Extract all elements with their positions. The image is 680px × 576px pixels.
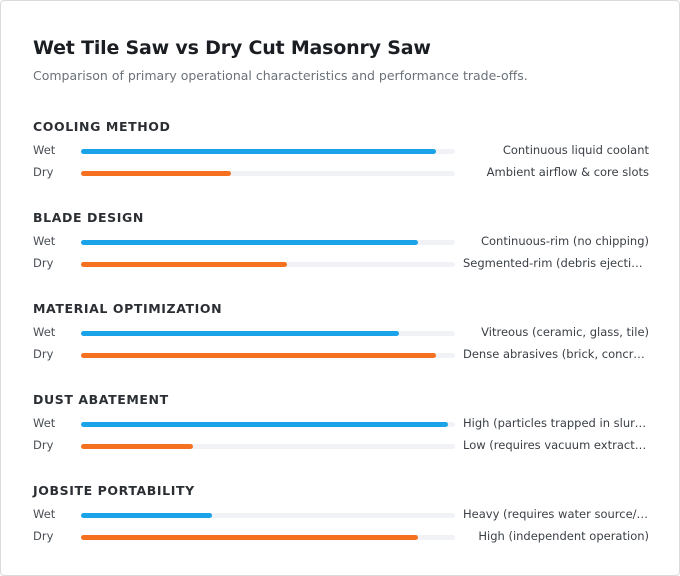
bar-fill-dry [81, 535, 418, 540]
series-label-dry: Dry [33, 165, 54, 179]
bar-row-dry: Dry High (independent operation) [33, 528, 649, 546]
bar-row-wet: Wet Vitreous (ceramic, glass, tile) [33, 324, 649, 342]
section-title: MATERIAL OPTIMIZATION [33, 301, 223, 316]
bar-row-wet: Wet High (particles trapped in slurry) [33, 415, 649, 433]
section-blade-design: BLADE DESIGN Wet Continuous-rim (no chip… [33, 210, 649, 290]
bar-description: Vitreous (ceramic, glass, tile) [481, 325, 649, 339]
bar-fill-wet [81, 422, 448, 427]
bar-track [81, 240, 455, 245]
bar-fill-wet [81, 240, 418, 245]
bar-fill-wet [81, 513, 212, 518]
bar-fill-dry [81, 353, 436, 358]
bar-row-wet: Wet Continuous-rim (no chipping) [33, 233, 649, 251]
chart-title: Wet Tile Saw vs Dry Cut Masonry Saw [33, 37, 431, 59]
bar-track [81, 171, 455, 176]
bar-row-wet: Wet Heavy (requires water source/G… [33, 506, 649, 524]
bar-row-wet: Wet Continuous liquid coolant [33, 142, 649, 160]
bar-track [81, 262, 455, 267]
bar-row-dry: Dry Dense abrasives (brick, concrete) [33, 346, 649, 364]
series-label-dry: Dry [33, 438, 54, 452]
series-label-wet: Wet [33, 143, 56, 157]
bar-description: Dense abrasives (brick, concrete) [463, 347, 649, 361]
section-jobsite-portability: JOBSITE PORTABILITY Wet Heavy (requires … [33, 483, 649, 563]
section-title: COOLING METHOD [33, 119, 171, 134]
bar-fill-wet [81, 331, 399, 336]
bar-description: Ambient airflow & core slots [486, 165, 649, 179]
section-title: DUST ABATEMENT [33, 392, 169, 407]
bar-description: Heavy (requires water source/G… [463, 507, 649, 521]
bar-fill-dry [81, 262, 287, 267]
bar-description: Continuous-rim (no chipping) [480, 234, 649, 248]
series-label-wet: Wet [33, 416, 56, 430]
bar-description: High (independent operation) [478, 529, 649, 543]
bar-track [81, 149, 455, 154]
series-label-dry: Dry [33, 529, 54, 543]
bar-description: Continuous liquid coolant [502, 143, 649, 157]
bar-track [81, 422, 455, 427]
bar-track [81, 535, 455, 540]
bar-description: Segmented-rim (debris ejection) [463, 256, 649, 270]
section-material-optimization: MATERIAL OPTIMIZATION Wet Vitreous (cera… [33, 301, 649, 381]
series-label-wet: Wet [33, 507, 56, 521]
section-title: BLADE DESIGN [33, 210, 144, 225]
bar-track [81, 331, 455, 336]
bar-fill-dry [81, 444, 193, 449]
series-label-wet: Wet [33, 325, 56, 339]
bar-row-dry: Dry Low (requires vacuum extraction) [33, 437, 649, 455]
bar-description: Low (requires vacuum extraction) [463, 438, 649, 452]
section-dust-abatement: DUST ABATEMENT Wet High (particles trapp… [33, 392, 649, 472]
series-label-wet: Wet [33, 234, 56, 248]
chart-subtitle: Comparison of primary operational charac… [33, 68, 528, 83]
series-label-dry: Dry [33, 347, 54, 361]
section-title: JOBSITE PORTABILITY [33, 483, 195, 498]
bar-track [81, 444, 455, 449]
bar-fill-dry [81, 171, 231, 176]
bar-row-dry: Dry Ambient airflow & core slots [33, 164, 649, 182]
bar-track [81, 513, 455, 518]
bar-track [81, 353, 455, 358]
series-label-dry: Dry [33, 256, 54, 270]
bar-fill-wet [81, 149, 436, 154]
section-cooling-method: COOLING METHOD Wet Continuous liquid coo… [33, 119, 649, 199]
bar-row-dry: Dry Segmented-rim (debris ejection) [33, 255, 649, 273]
bar-description: High (particles trapped in slurry) [463, 416, 649, 430]
